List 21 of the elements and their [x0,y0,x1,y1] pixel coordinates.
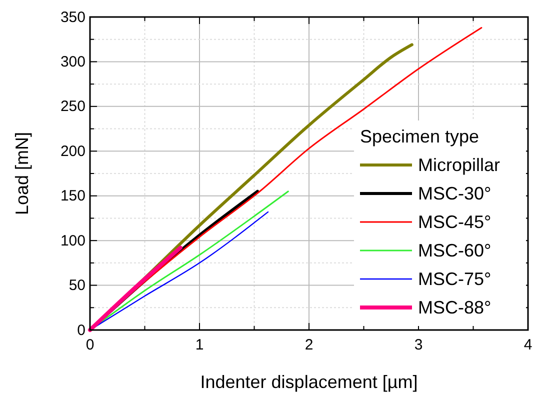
legend-label: Micropillar [418,155,500,175]
legend-label: MSC-30° [418,184,492,204]
x-tick-label: 4 [524,336,532,354]
y-tick-label: 100 [60,232,86,250]
x-axis-title: Indenter displacement [µm] [200,372,418,392]
legend-title: Specimen type [360,126,480,146]
x-tick-label: 2 [304,336,314,354]
y-tick-label: 50 [68,277,86,294]
y-axis-title: Load [mN] [12,132,32,216]
legend-label: MSC-60° [418,240,492,260]
x-tick-label: 1 [195,336,204,354]
y-tick-label: 0 [77,322,86,339]
legend-label: MSC-75° [418,269,492,289]
y-tick-label: 350 [60,8,86,26]
y-tick-label: 200 [60,142,86,160]
y-tick-label: 300 [60,54,86,71]
y-tick-label: 250 [60,98,86,116]
legend-label: MSC-88° [418,298,492,318]
legend-label: MSC-45° [418,212,492,232]
x-tick-label: 3 [414,336,423,354]
y-tick-label: 150 [60,188,86,205]
